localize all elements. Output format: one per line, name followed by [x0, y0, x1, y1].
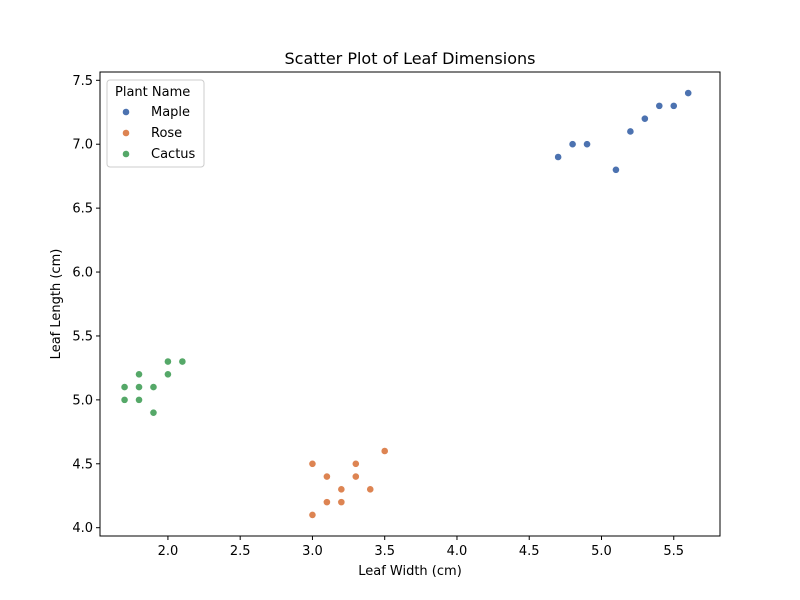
x-axis-ticks: 2.0 2.5 3.0 3.5 4.0 4.5 5.0 5.5 — [158, 536, 684, 559]
series-rose — [308, 447, 389, 519]
legend-label-rose: Rose — [151, 126, 182, 141]
data-point-cactus — [120, 383, 129, 391]
data-point-cactus — [135, 395, 143, 404]
data-point-maple — [669, 101, 678, 110]
data-point-maple — [640, 114, 649, 123]
y-tick-label: 4.0 — [72, 521, 93, 536]
data-point-cactus — [120, 395, 129, 404]
legend-marker-rose — [122, 129, 130, 137]
y-tick-label: 5.5 — [72, 329, 93, 344]
data-point-rose — [322, 498, 331, 507]
legend-label-maple: Maple — [151, 105, 190, 120]
legend-label-cactus: Cactus — [151, 147, 196, 162]
x-tick-label: 5.0 — [591, 544, 612, 559]
y-tick-label: 7.0 — [72, 138, 93, 153]
x-tick-label: 3.5 — [374, 544, 395, 559]
data-point-maple — [554, 153, 563, 161]
y-axis-ticks: 4.0 4.5 5.0 5.5 6.0 6.5 7.0 7.5 — [72, 74, 100, 536]
data-point-rose — [351, 472, 360, 481]
data-point-rose — [308, 459, 317, 468]
x-tick-label: 2.5 — [230, 544, 251, 559]
data-point-maple — [626, 127, 635, 136]
data-point-maple — [612, 165, 620, 174]
plot-frame — [99, 71, 721, 537]
legend-entry-maple: Maple — [122, 105, 190, 120]
data-point-rose — [322, 472, 331, 481]
legend-marker-maple — [122, 108, 130, 116]
data-point-maple — [583, 140, 591, 149]
y-tick-label: 5.0 — [72, 393, 93, 408]
data-point-cactus — [164, 357, 172, 366]
x-tick-label: 2.0 — [158, 544, 179, 559]
data-point-cactus — [149, 383, 158, 391]
data-point-cactus — [164, 370, 172, 379]
data-point-rose — [366, 485, 375, 494]
x-tick-label: 4.5 — [519, 544, 540, 559]
data-point-rose — [337, 485, 346, 494]
chart-title: Scatter Plot of Leaf Dimensions — [285, 49, 536, 68]
y-axis-label: Leaf Length (cm) — [49, 249, 64, 360]
data-point-rose — [380, 447, 389, 455]
y-tick-label: 7.5 — [72, 74, 93, 89]
data-point-cactus — [178, 357, 187, 366]
legend: Plant Name Maple Rose Cactus — [106, 79, 205, 168]
data-point-maple — [655, 101, 664, 110]
data-point-cactus — [149, 408, 158, 417]
y-tick-label: 4.5 — [72, 457, 93, 472]
series-cactus — [120, 357, 187, 417]
y-tick-label: 6.0 — [72, 266, 93, 281]
data-point-rose — [337, 498, 346, 507]
legend-marker-cactus — [122, 150, 130, 158]
x-tick-label: 4.0 — [447, 544, 468, 559]
x-tick-label: 3.0 — [302, 544, 323, 559]
data-point-maple — [568, 140, 577, 149]
data-point-cactus — [135, 370, 143, 379]
legend-entry-cactus: Cactus — [122, 147, 196, 162]
data-point-cactus — [135, 383, 143, 391]
y-tick-label: 6.5 — [72, 202, 93, 217]
data-point-maple — [684, 89, 693, 97]
legend-box — [106, 79, 205, 168]
legend-title: Plant Name — [115, 85, 190, 100]
x-tick-label: 5.5 — [663, 544, 684, 559]
series-maple — [554, 89, 693, 174]
x-axis-label: Leaf Width (cm) — [358, 564, 462, 579]
data-point-rose — [351, 459, 360, 468]
points-layer — [120, 89, 693, 519]
legend-entry-rose: Rose — [122, 126, 182, 141]
data-point-rose — [308, 511, 317, 519]
